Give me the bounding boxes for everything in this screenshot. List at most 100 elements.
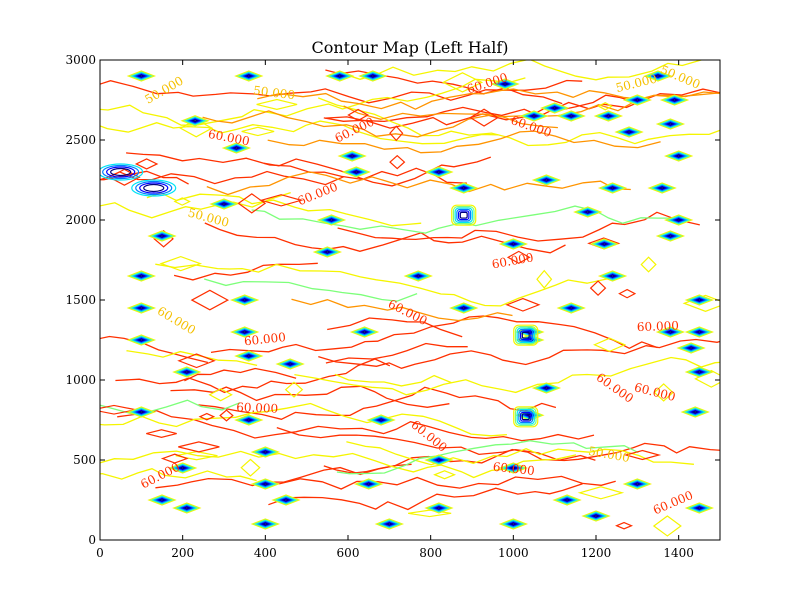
contour-peak bbox=[519, 110, 549, 122]
peak-ring bbox=[339, 151, 365, 161]
peak-ring bbox=[567, 114, 576, 118]
peak-ring bbox=[509, 242, 518, 246]
peak-ring bbox=[209, 198, 239, 210]
peak-ring bbox=[368, 74, 377, 78]
peak-ring bbox=[507, 465, 520, 471]
peak-ring bbox=[519, 411, 532, 422]
peak-ring bbox=[321, 249, 334, 255]
peak-ring bbox=[622, 478, 653, 490]
peak-ring bbox=[244, 354, 253, 358]
peak-ring bbox=[688, 296, 710, 304]
peak-ring bbox=[137, 410, 146, 414]
peak-ring bbox=[372, 416, 390, 424]
peak-ring bbox=[684, 326, 715, 338]
peak-ring bbox=[686, 327, 712, 337]
contour-loop bbox=[175, 451, 218, 461]
peak-ring bbox=[556, 110, 586, 122]
peak-ring bbox=[325, 70, 355, 82]
peak-ring bbox=[643, 70, 673, 82]
peak-ring bbox=[128, 271, 154, 281]
peak-ring bbox=[507, 521, 520, 527]
contour-peak bbox=[180, 115, 210, 127]
contour-line bbox=[339, 60, 704, 81]
peak-ring bbox=[151, 496, 173, 504]
peak-ring bbox=[435, 506, 443, 510]
peak-ring bbox=[405, 271, 431, 281]
peak-ring bbox=[685, 345, 698, 351]
peak-ring bbox=[457, 185, 470, 191]
peak-ring bbox=[527, 113, 541, 119]
contour-line bbox=[100, 120, 499, 145]
peak-ring bbox=[693, 369, 706, 375]
peak-ring bbox=[507, 241, 520, 247]
peak-ring bbox=[259, 521, 272, 527]
peak-ring bbox=[626, 96, 648, 104]
contour-loop bbox=[597, 101, 614, 111]
peak-ring bbox=[286, 362, 294, 366]
contour-peak bbox=[147, 494, 177, 506]
peak-ring bbox=[252, 519, 278, 529]
contour-peak bbox=[221, 142, 252, 154]
peak-ring bbox=[250, 518, 281, 530]
low-ring bbox=[106, 166, 136, 178]
peak-ring bbox=[625, 130, 633, 134]
low-ring bbox=[131, 179, 177, 197]
peak-ring bbox=[536, 176, 557, 184]
peak-ring bbox=[682, 344, 700, 352]
contour-line bbox=[100, 79, 583, 104]
y-tick-label: 2500 bbox=[65, 133, 96, 147]
peak-ring bbox=[428, 456, 450, 464]
contour-peak bbox=[663, 214, 694, 226]
contour-peak bbox=[643, 70, 673, 82]
contour-peak bbox=[531, 174, 562, 186]
contour-line bbox=[276, 426, 596, 461]
peak-ring bbox=[531, 174, 562, 186]
peak-ring bbox=[660, 232, 681, 240]
peak-ring bbox=[514, 326, 537, 345]
peak-ring bbox=[651, 73, 665, 79]
peak-ring bbox=[509, 522, 518, 526]
peak-ring bbox=[137, 74, 146, 78]
peak-ring bbox=[240, 298, 249, 302]
contour-loop bbox=[640, 256, 657, 273]
peak-ring bbox=[348, 154, 356, 158]
contour-line bbox=[100, 170, 189, 185]
peak-ring bbox=[579, 208, 596, 216]
peak-ring bbox=[674, 218, 683, 222]
peak-ring bbox=[606, 273, 619, 279]
peak-ring bbox=[456, 208, 472, 222]
peak-ring bbox=[604, 272, 621, 280]
peak-ring bbox=[271, 494, 301, 506]
peak-ring bbox=[325, 217, 338, 223]
peak-ring bbox=[649, 183, 675, 193]
peak-ring bbox=[323, 250, 332, 254]
peak-ring bbox=[319, 248, 336, 256]
peak-ring bbox=[656, 185, 669, 191]
peak-ring bbox=[453, 304, 475, 312]
peak-ring bbox=[581, 209, 594, 215]
peak-ring bbox=[170, 463, 196, 473]
peak-ring bbox=[244, 74, 253, 78]
peak-ring bbox=[412, 273, 425, 279]
peak-ring bbox=[346, 153, 359, 159]
peak-ring bbox=[556, 302, 586, 314]
peak-ring bbox=[147, 230, 177, 242]
contour-peak bbox=[647, 182, 677, 194]
peak-ring bbox=[186, 117, 204, 124]
peak-ring bbox=[600, 242, 609, 246]
contour-line bbox=[323, 442, 720, 474]
peak-ring bbox=[133, 336, 150, 344]
peak-ring bbox=[449, 182, 479, 194]
contour-label: 60.000 bbox=[492, 460, 535, 478]
peak-ring bbox=[137, 306, 146, 310]
x-tick-label: 0 bbox=[96, 546, 104, 560]
y-tick-label: 1000 bbox=[65, 373, 96, 387]
peak-ring bbox=[383, 521, 396, 527]
peak-ring bbox=[531, 382, 562, 394]
peak-ring bbox=[238, 297, 251, 303]
peak-ring bbox=[664, 121, 677, 127]
contour-loop bbox=[237, 193, 267, 214]
peak-ring bbox=[596, 240, 613, 248]
peak-ring bbox=[668, 97, 681, 103]
contour-peak bbox=[498, 518, 529, 530]
